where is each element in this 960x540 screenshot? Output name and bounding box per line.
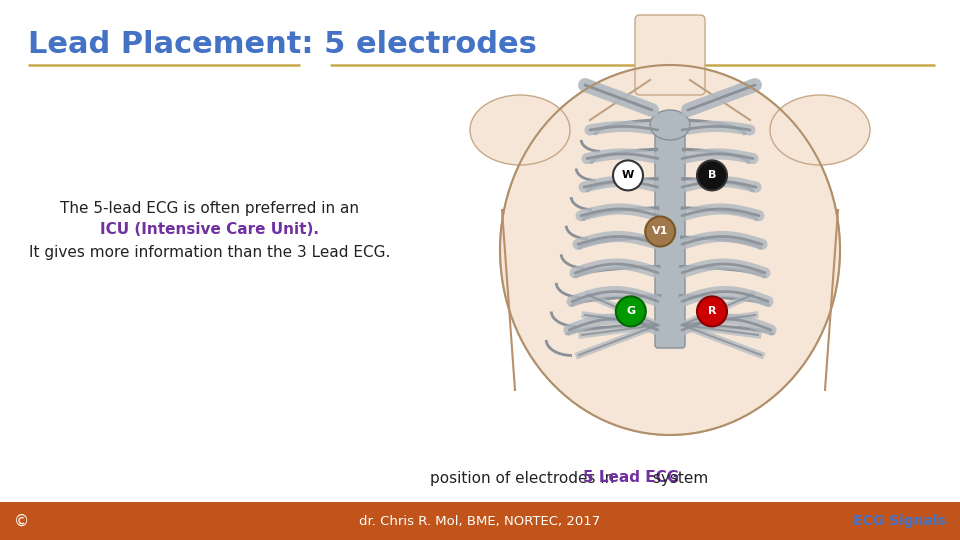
Text: position of electrodes in: position of electrodes in xyxy=(430,470,619,485)
Circle shape xyxy=(697,160,727,191)
FancyBboxPatch shape xyxy=(635,15,705,95)
Text: ©: © xyxy=(14,514,29,529)
Text: ICU (Intensive Care Unit).: ICU (Intensive Care Unit). xyxy=(101,222,320,238)
Ellipse shape xyxy=(500,65,840,435)
Text: Lead Placement: 5 electrodes: Lead Placement: 5 electrodes xyxy=(28,30,537,59)
Text: R: R xyxy=(708,306,716,316)
Text: G: G xyxy=(626,306,636,316)
Circle shape xyxy=(645,217,675,246)
Circle shape xyxy=(615,296,646,326)
FancyBboxPatch shape xyxy=(655,122,685,348)
Text: B: B xyxy=(708,171,716,180)
Text: The 5-lead ECG is often preferred in an: The 5-lead ECG is often preferred in an xyxy=(60,200,359,215)
Ellipse shape xyxy=(770,95,870,165)
Ellipse shape xyxy=(650,110,690,140)
Text: W: W xyxy=(622,171,635,180)
Circle shape xyxy=(697,296,727,326)
Text: system: system xyxy=(648,470,708,485)
Text: ECG Signals: ECG Signals xyxy=(853,514,946,528)
Circle shape xyxy=(613,160,643,191)
Text: dr. Chris R. Mol, BME, NORTEC, 2017: dr. Chris R. Mol, BME, NORTEC, 2017 xyxy=(359,515,601,528)
Text: It gives more information than the 3 Lead ECG.: It gives more information than the 3 Lea… xyxy=(30,245,391,260)
Text: V1: V1 xyxy=(652,226,668,237)
Ellipse shape xyxy=(470,95,570,165)
Bar xyxy=(0,502,960,540)
Text: 5 Lead ECG: 5 Lead ECG xyxy=(584,470,680,485)
